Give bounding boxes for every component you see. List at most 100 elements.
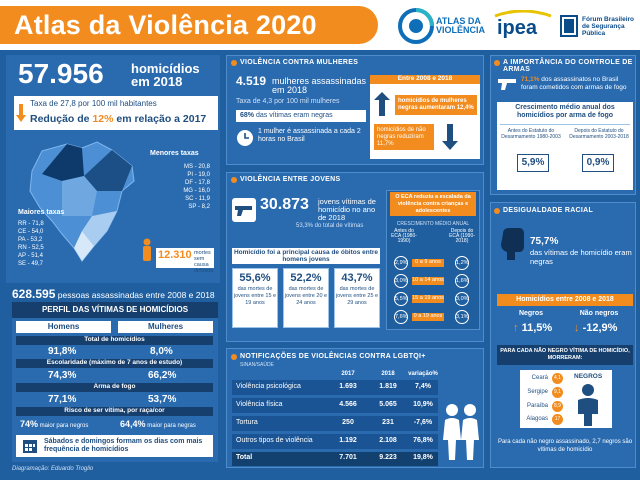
lgbt-row-label: Outros tipos de violência: [236, 437, 313, 444]
higher-rate-item: RN - 52,5: [18, 245, 44, 251]
arms-after-label: Depois do Estatuto do Desarmamento 2003-…: [569, 128, 629, 140]
women-black-pct: 68%: [240, 112, 255, 119]
higher-rate-item: PA - 53,2: [18, 237, 43, 243]
lgbt-2018: 2.108: [379, 437, 397, 444]
profile-women-suffix: maior para negras: [145, 423, 196, 429]
race-pct: 75,7%: [530, 236, 559, 247]
lgbt-row: Tortura 250 231 -7,6%: [232, 416, 438, 431]
brazil-map-icon: [29, 141, 135, 262]
eca-after-value: 1,6%: [455, 274, 469, 288]
person-icon: [140, 238, 154, 262]
lgbt-2018: 1.819: [379, 383, 397, 390]
lgbt-2018: 5.065: [379, 401, 397, 408]
lgbt-var: -7,6%: [413, 419, 433, 426]
race-state-value: 8,9: [552, 401, 563, 412]
forum-logo: Fórum Brasileiro de Segurança Pública: [560, 9, 636, 43]
homicides-number: 57.956: [18, 58, 104, 89]
eca-after-value: 1,2%: [455, 256, 469, 270]
lgbt-2017: 7.701: [339, 454, 357, 461]
credit: Diagramação: Eduardo Troglio: [12, 466, 94, 472]
calendar-icon: [22, 438, 38, 454]
risk-men: 74% maior para negros: [20, 419, 88, 429]
title-emph: Violência 2020: [128, 10, 317, 40]
total-line: 628.595 pessoas assassinadas entre 2008 …: [12, 287, 215, 301]
higher-rate-item: CE - 54,0: [18, 229, 44, 235]
youth-stat-card: 52,2% das mortes de jovens entre 20 e 24…: [283, 268, 329, 328]
fist-icon: [497, 224, 527, 260]
race-black-value: 11,5%: [521, 322, 553, 334]
lgbt-header: 2017: [341, 371, 355, 377]
arms-line: 71,1% dos assassinatos no Brasil foram c…: [521, 76, 633, 92]
youth-stat-card: 43,7% das mortes de jovens entre 25 e 29…: [334, 268, 380, 328]
deaths-box: [156, 248, 214, 268]
higher-rates-title: Maiores taxas: [18, 209, 65, 216]
lgbt-var: 7,4%: [415, 383, 431, 390]
forum-logo-text: Fórum Brasileiro de Segurança Pública: [582, 16, 635, 37]
lower-rate-item: DF - 17,8: [184, 180, 210, 186]
ipea-logo-text: ipea: [497, 17, 538, 39]
forum-logo-icon: [560, 15, 578, 37]
race-nonblack-line: ↓ -12,9%: [574, 322, 618, 334]
women-every2h: 1 mulher é assassinada a cada 2 horas no…: [258, 128, 361, 143]
weekend-text: Sábados e domingos formam os dias com ma…: [44, 438, 203, 453]
lgbt-row: Outros tipos de violência 1.192 2.108 76…: [232, 434, 438, 449]
women-black-label: das vítimas eram negras: [255, 112, 333, 119]
youth-title: VIOLÊNCIA ENTRE JOVENS: [240, 176, 341, 183]
youth-stat-text: das mortes de jovens entre 15 e 19 anos: [233, 286, 277, 306]
arms-growth-box: [497, 102, 633, 190]
rate-text: Taxa de 27,8 por 100 mil habitantes: [30, 99, 157, 108]
lgbt-header: variação%: [408, 371, 438, 377]
lgbt-var: 10,9%: [413, 401, 433, 408]
eca-after-label: Depois do ECA (1990-2018): [449, 228, 475, 244]
title-prefix: Atlas da: [14, 10, 129, 40]
page-title: Atlas da Violência 2020: [0, 6, 378, 44]
youth-stat-text: das mortes de jovens entre 20 e 24 anos: [284, 286, 328, 306]
race-state-name: Alagoas: [526, 416, 548, 422]
youth-share: 53,3% do total de vítimas: [296, 223, 364, 229]
women-black-line: 68% das vítimas eram negras: [240, 112, 333, 119]
lower-rates-list: MS - 20,8 PI - 19,0 DF - 17,8 MG - 16,0 …: [170, 163, 210, 211]
race-state-value: 17: [552, 414, 563, 425]
race-ratio-title: PARA CADA NÃO NEGRO VÍTIMA DE HOMICÍDIO,…: [497, 345, 633, 365]
race-black-label: Negros: [518, 310, 544, 317]
col-men: Homens: [16, 321, 111, 333]
lgbt-row-label: Violência psicológica: [236, 383, 301, 390]
youth-number: 30.873: [260, 196, 309, 213]
women-title: VIOLÊNCIA CONTRA MULHERES: [240, 59, 359, 66]
homicides-label: homicídios em 2018: [131, 61, 200, 89]
bullet-icon: [231, 60, 237, 66]
profile-men-value: 91,8%: [48, 346, 77, 357]
person-icon: [568, 382, 608, 426]
race-nonblack-label: Não negros: [579, 310, 619, 317]
rate-box: [14, 96, 218, 130]
deaths-label: mortes sem causa definida: [194, 250, 214, 274]
eca-text: O ECA reduziu a escalada da violência co…: [390, 192, 476, 216]
higher-rate-item: RR - 71,8: [18, 221, 44, 227]
youth-stat-card: 55,6% das mortes de jovens entre 15 e 19…: [232, 268, 278, 328]
youth-stat-text: das mortes de jovens entre 25 e 29 anos: [335, 286, 379, 306]
women-rate: Taxa de 4,3 por 100 mil mulheres: [236, 98, 340, 105]
brazil-map: [22, 136, 142, 266]
race-state-name: Ceará: [531, 375, 548, 381]
eca-before-label: Antes do ECA (1980-1990): [391, 228, 417, 244]
lgbt-source: SINAN/SAÚDE: [240, 362, 274, 368]
bullet-icon: [231, 354, 237, 360]
higher-rate-item: SE - 49,7: [18, 261, 44, 267]
race-states-box: [520, 370, 612, 428]
eca-age-label: 10 a 14 anos: [412, 277, 444, 285]
profile-row-label: Total de homicídios: [16, 336, 213, 345]
ipea-logo-icon: [494, 9, 552, 18]
eca-age-label: 0 a 19 anos: [412, 313, 444, 321]
lower-rate-item: MG - 16,0: [183, 188, 210, 194]
race-nonblack-value: -12,9%: [582, 322, 618, 334]
eca-before-value: 2,9%: [394, 256, 408, 270]
lower-rate-item: SP - 8,2: [188, 204, 210, 210]
atlas-logo-icon: [398, 8, 434, 44]
lgbt-title: NOTIFICAÇÕES DE VIOLÊNCIAS CONTRA LGBTQI…: [240, 353, 426, 360]
lgbt-row-label: Violência física: [236, 401, 283, 408]
reduction-suffix: em relação a 2017: [113, 113, 207, 125]
lgbt-2017: 250: [342, 419, 354, 426]
women-down-text: homicídios de não negras reduziram 11,7%: [374, 124, 434, 150]
lgbt-2017: 4.566: [339, 401, 357, 408]
race-state-value: 4,1: [552, 373, 563, 384]
